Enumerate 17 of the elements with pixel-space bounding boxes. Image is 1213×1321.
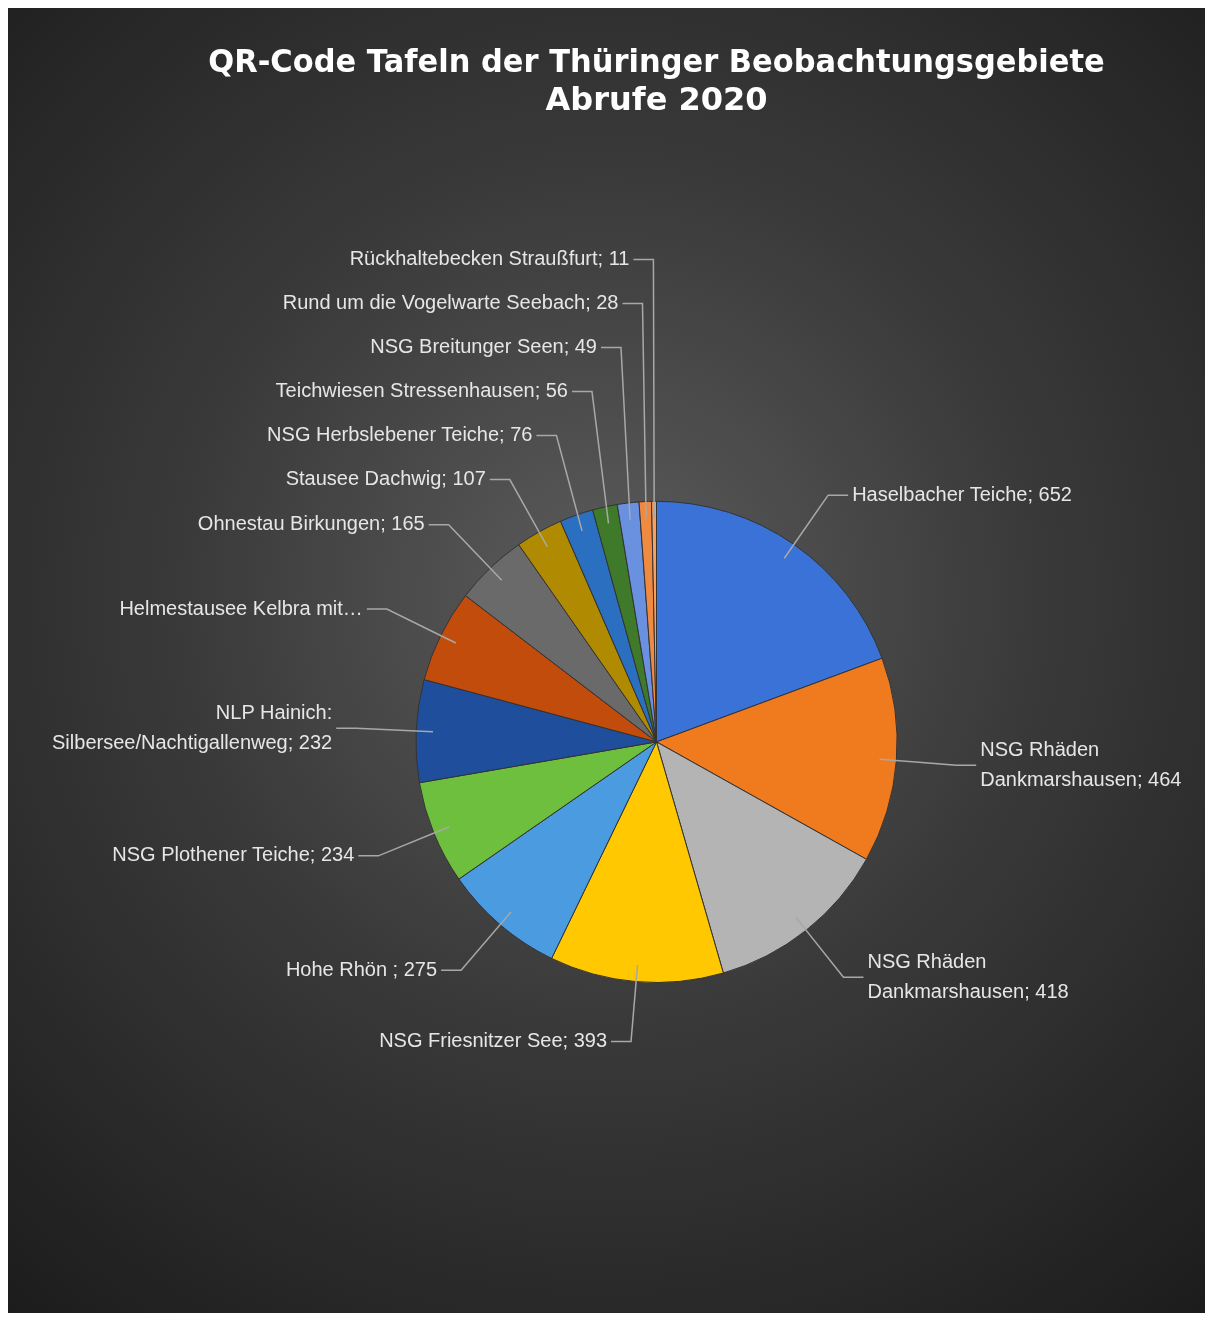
slice-label: NSG Friesnitzer See; 393 — [379, 1028, 608, 1051]
slice-label: NSG Rhäden Dankmarshausen; 464 — [980, 737, 1182, 790]
slice-label: Haselbacher Teiche; 652 — [852, 482, 1072, 505]
slice-label: Rückhaltebecken Straußfurt; 11 — [349, 247, 630, 270]
slice-label: Rund um die Vogelwarte Seebach; 28 — [282, 291, 619, 314]
text: Abrufe 2020 — [545, 79, 768, 118]
text: QR-Code Tafeln der Thüringer Beobachtungsgebiete — [208, 41, 1105, 79]
slice-label: NSG Rhäden Dankmarshausen; 418 — [867, 949, 1069, 1002]
slice-label: NLP Hainich: Silbersee/Nachtigallenweg; 232 — [52, 700, 333, 753]
slice-label: Hohe Rhön ; 275 — [285, 957, 438, 980]
slice-label: Stausee Dachwig; 107 — [285, 467, 486, 490]
slice-label: Ohnestau Birkungen; 165 — [197, 512, 425, 535]
slice-label: NSG Plothener Teiche; 234 — [112, 843, 355, 866]
slice-label: Teichwiesen Stressenhausen; 56 — [275, 379, 568, 402]
slice-label: Helmestausee Kelbra mit… — [119, 596, 363, 619]
slice-label: NSG Herbslebener Teiche; 76 — [267, 423, 533, 446]
slice-label: NSG Breitunger Seen; 49 — [370, 335, 597, 358]
